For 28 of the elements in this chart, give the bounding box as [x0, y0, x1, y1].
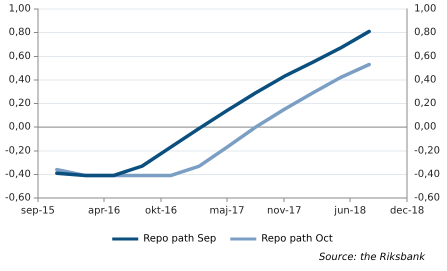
y2-tick-label: 0,80 [414, 27, 436, 38]
x-tick-label: dec-18 [390, 206, 424, 217]
source-note: Source: the Riksbank [318, 252, 425, 263]
y2-tick-label: -0,20 [414, 145, 440, 156]
y2-tick-label: 0,60 [414, 50, 436, 62]
y2-tick-label: 0,20 [414, 98, 436, 110]
y-tick-label: 0,60 [8, 50, 31, 62]
y-tick-label: 0,20 [8, 98, 31, 110]
x-tick-label: okt-16 [144, 206, 178, 217]
x-tick-label: jun-18 [333, 206, 366, 217]
legend-label: Repo path Oct [261, 234, 333, 245]
y2-tick-label: 0,40 [414, 74, 436, 86]
y-tick-label: -0,60 [5, 192, 31, 204]
y2-tick-label: 0,00 [414, 122, 436, 133]
y2-tick-label: -0,60 [414, 192, 440, 204]
x-tick-label: sep-15 [20, 206, 55, 217]
y-tick-label: -0,40 [5, 168, 31, 180]
legend-label: Repo path Sep [143, 234, 216, 245]
y-tick-label: 0,80 [8, 27, 31, 38]
y2-tick-label: 1,00 [414, 4, 436, 15]
x-tick-label: maj-17 [210, 206, 245, 217]
y-tick-label: 1,00 [8, 4, 31, 15]
y-tick-label: 0,00 [8, 122, 31, 133]
y-tick-label: 0,40 [8, 74, 31, 86]
y-tick-label: -0,20 [5, 145, 31, 156]
x-tick-label: apr-16 [88, 206, 120, 217]
y2-tick-label: -0,40 [414, 168, 440, 180]
x-tick-label: nov-17 [267, 206, 302, 217]
